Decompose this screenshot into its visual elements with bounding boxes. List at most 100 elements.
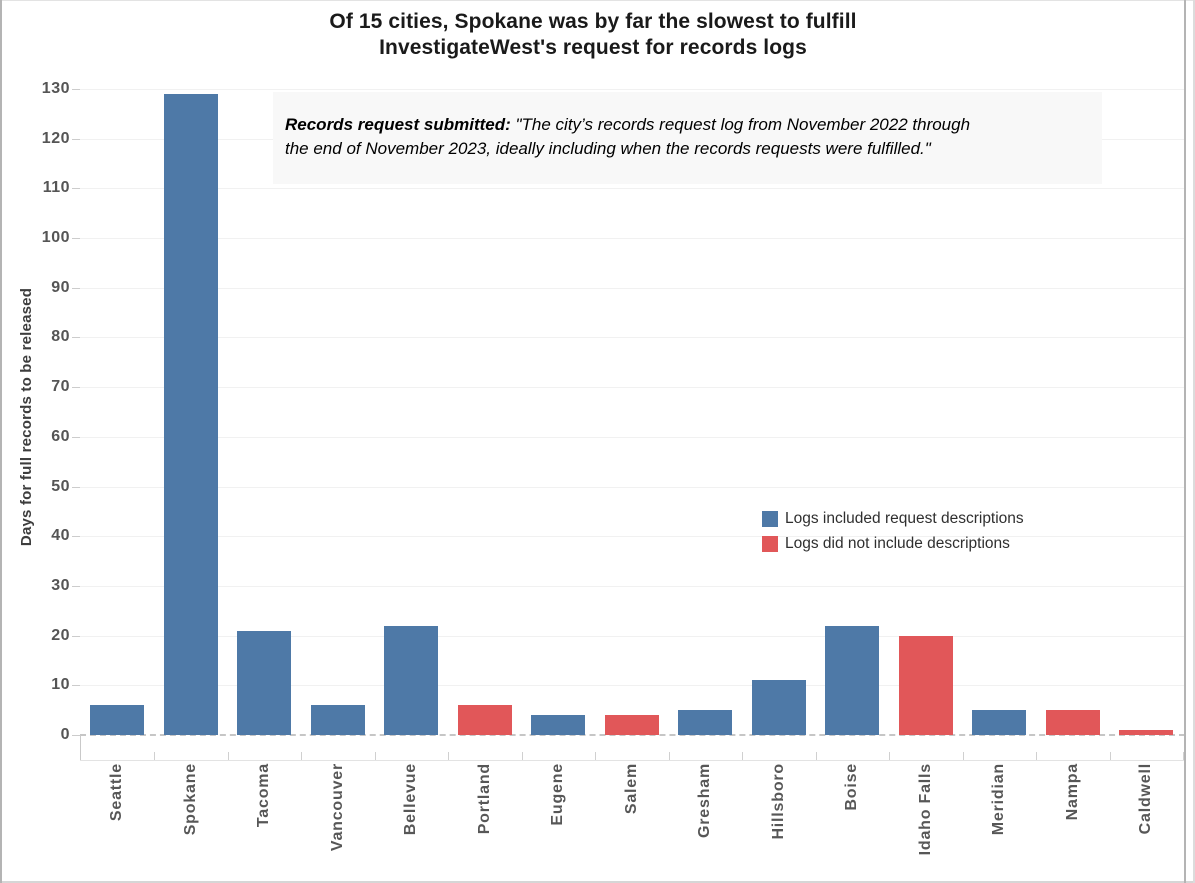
y-tick-mark xyxy=(72,536,80,538)
annotation-box: Records request submitted: "The city’s r… xyxy=(273,92,1102,184)
zero-baseline xyxy=(80,734,1185,736)
x-label-vancouver: Vancouver xyxy=(328,763,346,852)
y-tick-mark xyxy=(72,585,80,587)
bar-caldwell[interactable] xyxy=(1119,730,1174,735)
y-tick-mark xyxy=(72,138,80,140)
x-label-hillsboro: Hillsboro xyxy=(769,763,787,840)
bottom-border xyxy=(0,881,1195,883)
right-border xyxy=(1193,0,1195,883)
x-tick-mark xyxy=(742,752,743,760)
x-tick-mark xyxy=(962,752,964,760)
x-tick-mark xyxy=(1109,752,1111,760)
legend-label-not_included: Logs did not include descriptions xyxy=(785,535,1010,552)
annotation-line1: "The city’s records request log from Nov… xyxy=(515,115,971,134)
y-tick-mark xyxy=(72,635,80,637)
bar-salem[interactable] xyxy=(604,715,659,735)
y-tick-label-90: 90 xyxy=(51,278,70,296)
y-tick-mark xyxy=(72,685,80,687)
y-tick-mark xyxy=(72,287,80,289)
x-tick-mark xyxy=(448,752,449,760)
legend-swatch-not_included xyxy=(762,536,778,552)
chart-title-line1: Of 15 cities, Spokane was by far the slo… xyxy=(329,10,857,33)
x-tick-mark xyxy=(889,752,890,760)
y-tick-label-20: 20 xyxy=(51,626,70,644)
gridline-50 xyxy=(80,486,1185,488)
gridline-10 xyxy=(80,685,1185,687)
x-label-seattle: Seattle xyxy=(108,763,126,822)
gridline-90 xyxy=(80,287,1185,289)
x-label-nampa: Nampa xyxy=(1063,763,1081,821)
bar-eugene[interactable] xyxy=(531,715,586,735)
bar-bellevue[interactable] xyxy=(384,625,439,735)
y-tick-label-130: 130 xyxy=(41,80,70,98)
x-tick-mark xyxy=(815,752,817,760)
legend-label-included: Logs included request descriptions xyxy=(785,510,1024,527)
x-label-portland: Portland xyxy=(475,763,493,835)
x-label-salem: Salem xyxy=(622,763,640,815)
bar-meridian[interactable] xyxy=(972,710,1027,735)
bar-spokane[interactable] xyxy=(163,93,218,735)
x-label-eugene: Eugene xyxy=(549,763,567,826)
x-label-spokane: Spokane xyxy=(181,763,199,836)
bar-nampa[interactable] xyxy=(1045,710,1100,735)
y-tick-mark xyxy=(72,387,80,389)
x-label-gresham: Gresham xyxy=(696,763,714,838)
chart-title-line2: InvestigateWest's request for records lo… xyxy=(379,36,807,59)
gridline-100 xyxy=(80,238,1185,240)
gridline-130 xyxy=(80,89,1185,91)
legend-swatch-included xyxy=(762,511,778,527)
y-tick-mark xyxy=(72,89,80,91)
x-label-idaho-falls: Idaho Falls xyxy=(916,763,934,856)
gridline-60 xyxy=(80,436,1185,438)
x-tick-mark xyxy=(374,752,376,760)
gridline-30 xyxy=(80,585,1185,587)
y-tick-mark xyxy=(72,337,80,339)
y-tick-mark xyxy=(72,486,80,488)
x-tick-mark xyxy=(595,752,596,760)
x-label-meridian: Meridian xyxy=(990,763,1008,836)
x-tick-mark xyxy=(301,752,302,760)
y-tick-label-120: 120 xyxy=(41,129,70,147)
gridline-70 xyxy=(80,387,1185,389)
top-border xyxy=(0,0,1195,1)
x-axis-baseline xyxy=(80,760,1185,761)
bar-tacoma[interactable] xyxy=(237,630,292,735)
gridline-110 xyxy=(80,188,1185,190)
x-label-caldwell: Caldwell xyxy=(1137,763,1155,835)
bar-seattle[interactable] xyxy=(90,705,145,735)
x-tick-mark xyxy=(1183,752,1184,760)
y-tick-label-0: 0 xyxy=(60,726,70,743)
y-tick-mark xyxy=(72,436,80,438)
y-tick-label-80: 80 xyxy=(51,328,70,346)
y-tick-label-110: 110 xyxy=(42,179,70,197)
x-tick-mark xyxy=(1036,752,1037,760)
left-border xyxy=(0,0,2,883)
gridline-20 xyxy=(80,635,1185,637)
x-tick-mark xyxy=(668,752,670,760)
legend-item-included: Logs included request descriptions xyxy=(762,511,1024,527)
y-tick-label-50: 50 xyxy=(51,477,70,495)
y-tick-mark xyxy=(72,735,80,736)
right-divider xyxy=(1184,0,1186,883)
y-tick-label-40: 40 xyxy=(51,527,70,545)
x-label-boise: Boise xyxy=(843,763,861,811)
x-label-bellevue: Bellevue xyxy=(402,763,420,836)
bar-portland[interactable] xyxy=(457,705,512,735)
bar-gresham[interactable] xyxy=(678,710,733,735)
gridline-40 xyxy=(80,536,1185,538)
annotation-line2: the end of November 2023, ideally includ… xyxy=(285,139,931,158)
bar-boise[interactable] xyxy=(825,625,880,735)
x-tick-mark xyxy=(521,752,523,760)
bar-vancouver[interactable] xyxy=(310,705,365,735)
x-label-tacoma: Tacoma xyxy=(255,763,273,828)
bar-hillsboro[interactable] xyxy=(751,680,806,735)
legend-item-not_included: Logs did not include descriptions xyxy=(762,536,1024,552)
y-tick-label-30: 30 xyxy=(51,576,70,594)
y-tick-mark xyxy=(72,188,80,190)
y-axis-line xyxy=(80,735,81,760)
bar-idaho-falls[interactable] xyxy=(898,635,953,735)
y-tick-label-60: 60 xyxy=(51,427,70,445)
y-tick-label-100: 100 xyxy=(41,229,70,247)
legend: Logs included request descriptions Logs d… xyxy=(762,511,1024,561)
